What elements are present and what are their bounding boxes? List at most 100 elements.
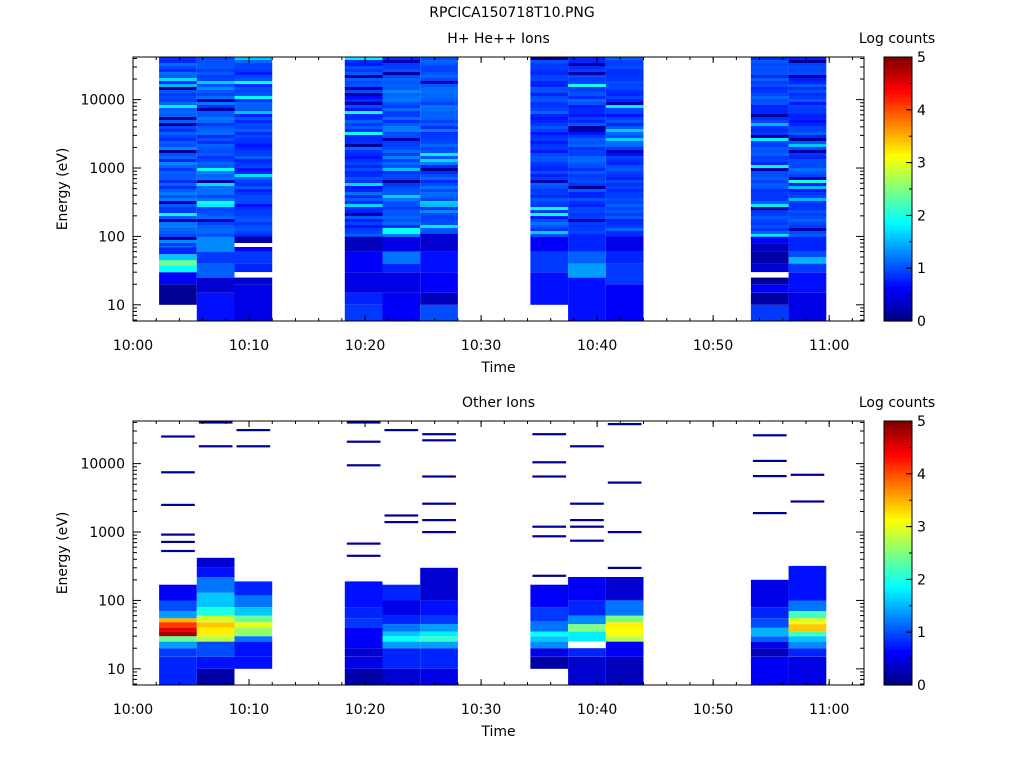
heatmap-cell xyxy=(788,57,827,61)
heatmap-cell xyxy=(568,84,606,88)
heatmap-cell xyxy=(420,201,458,205)
heatmap-cell xyxy=(750,162,789,166)
heatmap-cell xyxy=(750,123,789,127)
heatmap-cell xyxy=(750,236,789,243)
heatmap-cell xyxy=(752,434,787,437)
heatmap-cell xyxy=(344,75,383,79)
heatmap-cell xyxy=(159,63,197,67)
colorbar-step xyxy=(884,513,912,518)
heatmap-cell xyxy=(750,228,789,232)
heatmap-cell xyxy=(234,192,273,196)
heatmap-cell xyxy=(750,75,789,79)
heatmap-cell xyxy=(568,171,606,175)
heatmap-cell xyxy=(344,111,383,115)
heatmap-cell xyxy=(530,120,569,124)
heatmap-cell xyxy=(750,648,789,657)
heatmap-cell xyxy=(605,636,644,642)
heatmap-cell xyxy=(568,207,606,211)
heatmap-cell xyxy=(420,233,458,252)
colorbar-step xyxy=(884,425,912,430)
heatmap-cell xyxy=(196,219,235,223)
heatmap-cell xyxy=(159,186,197,190)
heatmap-cell xyxy=(788,90,827,94)
heatmap-cell xyxy=(605,228,644,232)
heatmap-cell xyxy=(750,198,789,202)
heatmap-cell xyxy=(234,81,273,85)
heatmap-cell xyxy=(530,180,569,184)
heatmap-cell xyxy=(530,171,569,175)
heatmap-cell xyxy=(420,141,458,145)
heatmap-cell xyxy=(382,668,421,685)
heatmap-cell xyxy=(750,210,789,214)
heatmap-cell xyxy=(196,607,235,616)
heatmap-cell xyxy=(568,66,606,70)
heatmap-cell xyxy=(344,171,383,175)
heatmap-cell xyxy=(196,668,235,685)
colorbar-step xyxy=(884,541,912,546)
heatmap-cell xyxy=(530,114,569,118)
heatmap-cell xyxy=(750,251,789,264)
x-tick-label: 10:50 xyxy=(693,702,733,718)
heatmap-cell xyxy=(750,96,789,100)
heatmap-cell xyxy=(530,201,569,205)
heatmap-cell xyxy=(159,641,197,649)
heatmap-cell xyxy=(788,165,827,169)
heatmap-cell xyxy=(605,207,644,211)
heatmap-cell xyxy=(420,84,458,88)
heatmap-cell xyxy=(159,90,197,94)
colorbar-step xyxy=(884,73,912,78)
heatmap-cell xyxy=(159,81,197,85)
heatmap-cell xyxy=(788,201,827,205)
panel-title: Other Ions xyxy=(462,395,535,411)
heatmap-cell xyxy=(159,144,197,148)
colorbar-tick-label: 1 xyxy=(917,261,926,277)
heatmap-cell xyxy=(750,141,789,145)
y-tick-label: 1000 xyxy=(89,525,125,541)
heatmap-cell xyxy=(568,78,606,82)
heatmap-cell xyxy=(344,234,383,237)
heatmap-cell xyxy=(605,213,644,217)
heatmap-cell xyxy=(568,615,606,625)
heatmap-cell xyxy=(420,69,458,73)
heatmap-cell xyxy=(788,78,827,82)
heatmap-cell xyxy=(530,584,569,608)
heatmap-cell xyxy=(750,78,789,82)
heatmap-cell xyxy=(344,648,383,657)
heatmap-cell xyxy=(159,75,197,79)
heatmap-cell xyxy=(159,180,197,184)
heatmap-cell xyxy=(382,150,421,154)
heatmap-cell xyxy=(196,141,235,145)
heatmap-cell xyxy=(750,69,789,73)
heatmap-cell xyxy=(382,584,421,601)
heatmap-cell xyxy=(750,90,789,94)
colorbar-step xyxy=(884,97,912,102)
heatmap-cell xyxy=(234,204,273,208)
heatmap-cell xyxy=(568,656,606,685)
colorbar-step xyxy=(884,569,912,574)
heatmap-cell xyxy=(344,272,383,293)
x-tick-label: 10:40 xyxy=(577,702,617,718)
colorbar-step xyxy=(884,653,912,658)
heatmap-cell xyxy=(382,201,421,205)
heatmap-cell xyxy=(382,132,421,136)
heatmap-cell xyxy=(344,186,383,190)
heatmap-cell xyxy=(382,263,421,273)
heatmap-cell xyxy=(196,84,235,88)
heatmap-cell xyxy=(346,554,381,557)
heatmap-cell xyxy=(788,66,827,70)
heatmap-cell xyxy=(159,99,197,103)
colorbar-step xyxy=(884,229,912,234)
heatmap-cell xyxy=(568,60,606,64)
heatmap-cell xyxy=(234,96,273,100)
heatmap-cell xyxy=(344,618,383,628)
heatmap-cell xyxy=(234,615,273,623)
heatmap-cell xyxy=(568,624,606,632)
colorbar-step xyxy=(884,149,912,154)
heatmap-cell xyxy=(570,502,604,505)
heatmap-cell xyxy=(605,72,644,76)
colorbar-tick-label: 5 xyxy=(917,414,926,430)
heatmap-cell xyxy=(420,615,458,625)
colorbar-step xyxy=(884,185,912,190)
heatmap-cell xyxy=(234,63,273,67)
heatmap-cell xyxy=(196,183,235,187)
